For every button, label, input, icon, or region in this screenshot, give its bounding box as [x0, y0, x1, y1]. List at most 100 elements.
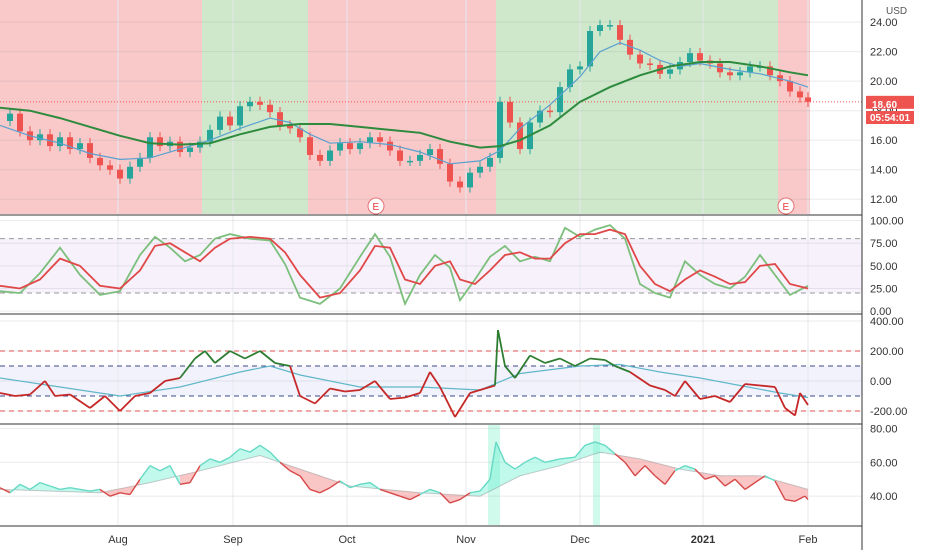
cci-segment-59: [794, 392, 801, 416]
rsi-cloud-21: [200, 458, 210, 471]
candle-body-50: [497, 101, 503, 158]
rsi-cloud-30: [290, 465, 300, 476]
candle-body-18: [177, 141, 183, 153]
rsi-segment-60: [594, 441, 606, 447]
rsi-segment-77: [764, 475, 776, 482]
cci-segment-42: [559, 357, 576, 367]
candle-body-28: [277, 112, 283, 126]
cci-segment-32: [439, 386, 456, 418]
cci-segment-17: [229, 350, 246, 360]
candle-body-47: [467, 172, 473, 188]
rsi-segment-8: [69, 487, 81, 491]
rsi-segment-75: [744, 482, 756, 490]
cci-segment-57: [774, 386, 786, 409]
rsi-segment-15: [139, 465, 151, 480]
rsi-segment-31: [299, 475, 311, 490]
rsi-cloud-53: [515, 462, 525, 479]
cci-segment-8: [104, 395, 121, 412]
rsi-segment-10: [89, 488, 101, 492]
cci-segment-34: [469, 387, 486, 394]
earnings-marker-label-1: E: [783, 202, 790, 213]
cci-segment-37: [497, 329, 506, 367]
candle-body-7: [67, 137, 73, 150]
candle-body-30: [297, 128, 303, 138]
candle-body-19: [187, 147, 193, 153]
stochastic-y-tick-label-2: 50.00: [870, 261, 898, 273]
candle-body-40: [397, 150, 403, 161]
rsi-segment-46: [449, 498, 461, 504]
x-tick-label-1: Sep: [223, 534, 243, 546]
candle-body-74: [737, 72, 743, 76]
candle-body-29: [287, 125, 293, 129]
rsi-segment-33: [319, 487, 331, 494]
rsi-segment-57: [559, 456, 576, 460]
rsi-segment-12: [109, 492, 121, 497]
rsi-segment-52: [504, 461, 516, 470]
candle-body-52: [517, 122, 523, 150]
candle-body-43: [427, 149, 433, 155]
cci-segment-1: [0, 392, 16, 397]
cci-segment-35: [484, 384, 496, 390]
rsi-cloud-75: [745, 475, 755, 490]
stochastic-y-tick-label-0: 100.00: [870, 216, 904, 228]
rsi-segment-2: [9, 483, 21, 494]
candle-body-33: [327, 150, 333, 161]
cci-segment-55: [744, 383, 761, 387]
candle-body-51: [507, 101, 513, 123]
last-price-badge: 18.60 05:54:01: [866, 95, 914, 124]
x-tick-label-4: Dec: [570, 534, 590, 546]
candle-body-34: [337, 143, 343, 151]
candle-body-2: [17, 113, 23, 132]
candle-body-9: [87, 143, 93, 158]
cci-segment-54: [729, 383, 746, 403]
cci-segment-45: [604, 359, 616, 367]
cci-segment-41: [544, 357, 561, 364]
candle-body-32: [317, 154, 323, 161]
candle-body-11: [107, 165, 113, 170]
candle-body-4: [37, 134, 43, 141]
rsi-segment-11: [99, 488, 111, 497]
candle-body-8: [77, 143, 83, 150]
rsi-cloud-46: [450, 494, 460, 503]
x-tick-label-6: Feb: [799, 534, 818, 546]
cci-segment-58: [784, 407, 796, 417]
cci-segment-4: [44, 380, 56, 397]
candle-body-69: [687, 53, 693, 62]
rsi-segment-5: [39, 481, 51, 487]
rsi-y-tick-label-0: 80.00: [870, 423, 898, 435]
stochastic-y-tick-label-1: 75.00: [870, 238, 898, 250]
countdown-label: 05:54:01: [870, 113, 910, 124]
candle-body-77: [767, 66, 773, 76]
rsi-y-tick-label-1: 60.00: [870, 457, 898, 469]
cci-segment-11: [149, 380, 166, 394]
rsi-segment-72: [714, 475, 726, 487]
cci-segment-21: [289, 365, 301, 397]
candle-body-16: [157, 137, 163, 147]
cci-segment-10: [134, 392, 151, 397]
rsi-segment-38: [369, 482, 381, 490]
cci-segment-18: [244, 350, 261, 360]
rsi-segment-20: [189, 465, 201, 483]
price-y-tick-label-6: 12.00: [870, 194, 898, 206]
rsi-segment-53: [514, 461, 526, 470]
candle-body-35: [347, 143, 353, 150]
cci-segment-20: [274, 362, 291, 367]
rsi-segment-6: [49, 485, 61, 491]
cci-segment-15: [204, 350, 216, 364]
rsi-segment-66: [654, 475, 666, 485]
earnings-marker-label-0: E: [373, 202, 380, 213]
rsi-segment-74: [734, 478, 746, 490]
candle-body-80: [797, 91, 803, 98]
cci-segment-38: [504, 365, 516, 379]
candle-body-14: [137, 157, 143, 167]
rsi-segment-71: [704, 475, 716, 480]
cci-segment-3: [29, 380, 46, 396]
rsi-cloud-51: [496, 441, 505, 489]
cci-segment-29: [404, 392, 421, 399]
candle-body-46: [457, 181, 463, 188]
rsi-segment-80: [794, 495, 806, 502]
rsi-cloud-64: [635, 458, 645, 476]
rsi-segment-27: [259, 444, 271, 453]
zone-green-1: [202, 0, 308, 214]
